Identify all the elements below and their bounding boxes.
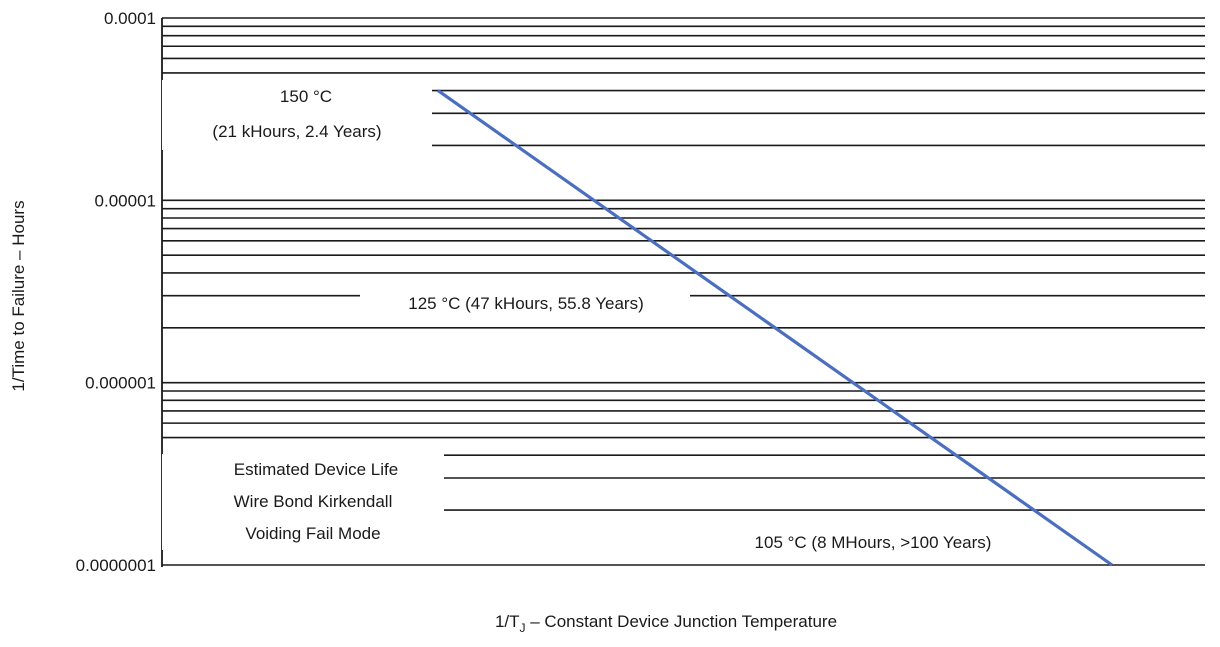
y-tick-label: 0.0000001 xyxy=(76,556,156,575)
x-axis-label-prefix: 1/T xyxy=(495,612,520,631)
anno-125: 125 °C (47 kHours, 55.8 Years) xyxy=(408,294,644,313)
y-tick-labels: 0.0001 0.00001 0.000001 0.0000001 xyxy=(76,9,156,575)
y-tick-label: 0.000001 xyxy=(85,374,156,393)
anno-125-bg xyxy=(360,284,690,314)
anno-105-bg xyxy=(700,525,1050,555)
y-tick-label: 0.00001 xyxy=(95,191,156,210)
legend-line2: Wire Bond Kirkendall xyxy=(234,492,393,511)
legend-line3: Voiding Fail Mode xyxy=(245,524,380,543)
y-tick-label: 0.0001 xyxy=(104,9,156,28)
series-layer xyxy=(437,89,1113,567)
x-axis-label: 1/TJ – Constant Device Junction Temperat… xyxy=(495,612,837,635)
grid-lines xyxy=(162,17,1205,566)
anno-105: 105 °C (8 MHours, >100 Years) xyxy=(755,533,992,552)
x-axis-label-suffix: – Constant Device Junction Temperature xyxy=(526,612,838,631)
anno-150-line1: 150 °C xyxy=(280,87,332,106)
legend-line1: Estimated Device Life xyxy=(234,460,398,479)
anno-150-bg xyxy=(162,80,432,150)
anno-150-line2: (21 kHours, 2.4 Years) xyxy=(212,122,381,141)
legend-bg xyxy=(162,454,444,550)
x-axis-label-subscript: J xyxy=(520,621,526,635)
y-axis-label: 1/Time to Failure – Hours xyxy=(9,200,28,391)
series-line xyxy=(437,89,1113,567)
